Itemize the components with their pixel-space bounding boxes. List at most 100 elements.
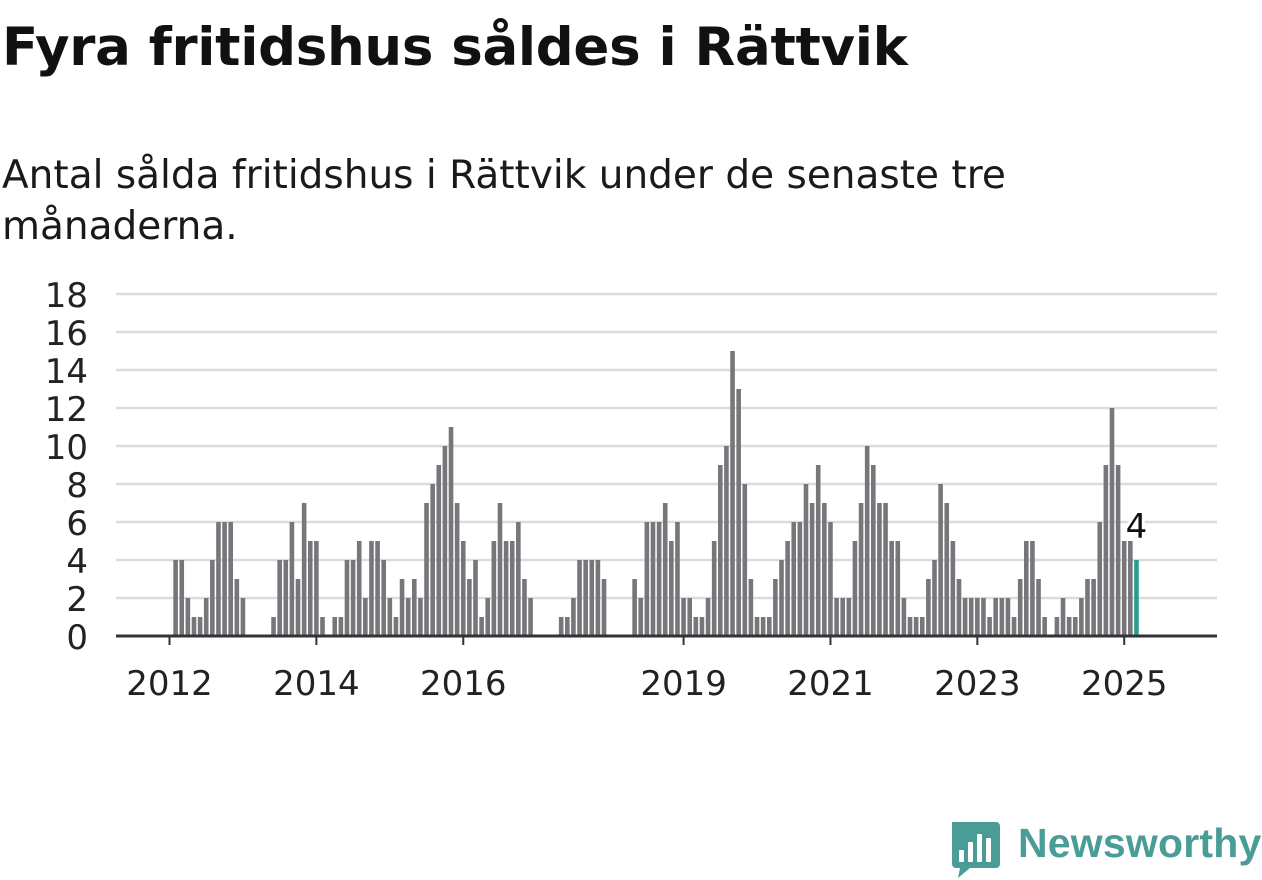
bar [448, 427, 454, 636]
bar [375, 541, 380, 636]
bar [522, 579, 527, 636]
x-tick-label: 2023 [934, 664, 1021, 704]
chart-title: Fyra fritidshus såldes i Rättvik [2, 17, 908, 78]
bar [950, 541, 956, 636]
bar [399, 579, 405, 636]
bar [1011, 617, 1017, 636]
bar [454, 503, 460, 636]
bar [240, 598, 246, 636]
bar [283, 560, 289, 636]
x-axis-tick-labels: 2012 2014 2016 2019 2021 2023 2025 [126, 636, 1167, 704]
y-tick-label: 14 [45, 352, 88, 392]
bar [289, 522, 295, 636]
bar [809, 503, 815, 636]
bar [693, 617, 699, 636]
bar [711, 541, 717, 636]
annotations: 4 [1123, 504, 1151, 550]
bar [662, 503, 668, 636]
bar [932, 560, 937, 636]
bar [216, 522, 221, 636]
bar [234, 579, 240, 636]
bar [301, 503, 307, 636]
bar [944, 503, 950, 636]
bar [393, 617, 399, 636]
x-tick-label: 2021 [787, 664, 874, 704]
bar [981, 598, 986, 636]
y-tick-label: 12 [45, 390, 88, 430]
bar [913, 617, 919, 636]
bar [460, 541, 466, 636]
bar [1121, 541, 1127, 636]
y-tick-label: 10 [45, 428, 88, 468]
bar [742, 484, 748, 636]
bar [191, 617, 197, 636]
bar [766, 617, 772, 636]
bar [846, 598, 852, 636]
bar [834, 598, 839, 636]
bar [583, 560, 588, 636]
bar [228, 522, 233, 636]
brand-name: Newsworthy [1018, 820, 1262, 866]
bar [203, 598, 209, 636]
bar [1066, 617, 1072, 636]
bar [803, 484, 809, 636]
y-tick-label: 4 [66, 542, 88, 582]
bar [503, 541, 509, 636]
bar [1103, 465, 1109, 636]
bar [815, 465, 821, 636]
bar [760, 617, 766, 636]
x-tick-label: 2019 [640, 664, 727, 704]
bar [173, 560, 178, 636]
bar [516, 522, 521, 636]
bar [687, 598, 692, 636]
bar [901, 598, 907, 636]
bar [436, 465, 442, 636]
bar [852, 541, 858, 636]
last-value-label: 4 [1126, 507, 1148, 547]
bar [424, 503, 429, 636]
bar [344, 560, 350, 636]
bar [295, 579, 301, 636]
bar [369, 541, 374, 636]
bar [405, 598, 411, 636]
bar [363, 598, 368, 636]
bar [1079, 598, 1084, 636]
y-tick-label: 16 [45, 314, 88, 354]
bar [271, 617, 276, 636]
bar [638, 598, 644, 636]
bar [320, 617, 325, 636]
bar [962, 598, 968, 636]
bar [1017, 579, 1023, 636]
bar [754, 617, 760, 636]
bar [509, 541, 515, 636]
bar [822, 503, 827, 636]
y-tick-label: 0 [66, 618, 88, 658]
bar [381, 560, 386, 636]
bar [1115, 465, 1121, 636]
bar [656, 522, 662, 636]
bar [571, 598, 576, 636]
bar [1060, 598, 1066, 636]
bar [650, 522, 656, 636]
y-tick-label: 6 [66, 504, 88, 544]
x-tick-label: 2025 [1081, 664, 1168, 704]
bar [430, 484, 435, 636]
bar [497, 503, 503, 636]
bar [889, 541, 894, 636]
bar [632, 579, 637, 636]
bar [197, 617, 203, 636]
chart-subtitle: Antal sålda fritidshus i Rättvik under d… [2, 153, 1006, 249]
bar [919, 617, 925, 636]
bar [558, 617, 564, 636]
bar [864, 446, 870, 636]
bar [926, 579, 931, 636]
y-tick-label: 18 [45, 276, 88, 316]
bar [797, 522, 803, 636]
bar [779, 560, 784, 636]
bar [467, 579, 472, 636]
bar [699, 617, 705, 636]
bar [938, 484, 943, 636]
bar [595, 560, 601, 636]
bar [748, 579, 754, 636]
